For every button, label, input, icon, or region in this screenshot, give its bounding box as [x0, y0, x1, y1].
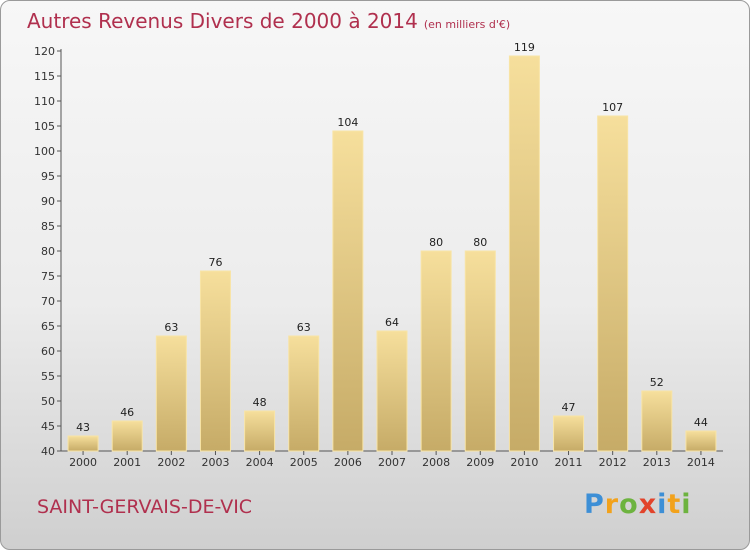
x-tick-label: 2011: [555, 456, 583, 469]
bar-value-label: 46: [120, 406, 134, 419]
x-tick-label: 2008: [422, 456, 450, 469]
bar: [464, 250, 496, 452]
bar-value-label: 48: [253, 396, 267, 409]
y-tick-label: 40: [41, 445, 55, 458]
bar-value-label: 104: [337, 116, 358, 129]
y-tick-label: 100: [34, 145, 55, 158]
x-tick-label: 2001: [113, 456, 141, 469]
bar-value-label: 80: [429, 236, 443, 249]
x-tick-label: 2005: [290, 456, 318, 469]
bar: [597, 115, 629, 452]
bar: [111, 420, 143, 452]
chart-title: Autres Revenus Divers de 2000 à 2014 (en …: [27, 9, 510, 33]
bar: [332, 130, 364, 452]
x-tick-label: 2004: [246, 456, 274, 469]
y-tick-label: 70: [41, 295, 55, 308]
x-tick-label: 2003: [201, 456, 229, 469]
chart-title-text: Autres Revenus Divers de 2000 à 2014: [27, 9, 418, 33]
y-tick-label: 105: [34, 120, 55, 133]
y-tick-label: 80: [41, 245, 55, 258]
x-tick-label: 2014: [687, 456, 715, 469]
bar-value-label: 107: [602, 101, 623, 114]
logo-letter: i: [657, 489, 668, 520]
y-tick-label: 85: [41, 220, 55, 233]
bar: [420, 250, 452, 452]
logo-letter: t: [667, 489, 682, 520]
bar-value-label: 52: [650, 376, 664, 389]
bar: [641, 390, 673, 452]
logo-letter: o: [619, 489, 639, 520]
bar-value-label: 76: [208, 256, 222, 269]
chart-subtitle: (en milliers d'€): [423, 18, 511, 31]
bar: [199, 270, 231, 452]
y-tick-label: 115: [34, 70, 55, 83]
bar: [685, 430, 717, 452]
logo-letter: P: [584, 489, 605, 520]
y-tick-label: 90: [41, 195, 55, 208]
bar-value-label: 63: [297, 321, 311, 334]
x-tick-label: 2013: [643, 456, 671, 469]
bar-value-label: 44: [694, 416, 708, 429]
bar: [553, 415, 585, 452]
x-tick-label: 2009: [466, 456, 494, 469]
location-label: SAINT-GERVAIS-DE-VIC: [37, 496, 253, 518]
bar: [67, 435, 99, 452]
bar-value-label: 63: [164, 321, 178, 334]
x-tick-label: 2012: [599, 456, 627, 469]
x-tick-label: 2010: [510, 456, 538, 469]
x-tick-label: 2006: [334, 456, 362, 469]
bar: [244, 410, 276, 452]
y-tick-label: 60: [41, 345, 55, 358]
logo-letter: x: [638, 489, 658, 520]
logo-letter: r: [604, 489, 620, 520]
bar: [155, 335, 187, 452]
y-tick-label: 45: [41, 420, 55, 433]
bar-value-label: 80: [473, 236, 487, 249]
y-tick-label: 55: [41, 370, 55, 383]
bar: [508, 55, 540, 452]
bar-value-label: 119: [514, 41, 535, 54]
bar-value-label: 47: [562, 401, 576, 414]
bar-value-label: 43: [76, 421, 90, 434]
y-tick-label: 95: [41, 170, 55, 183]
y-tick-label: 50: [41, 395, 55, 408]
bar: [288, 335, 320, 452]
x-tick-label: 2007: [378, 456, 406, 469]
logo-letter: i: [681, 489, 692, 520]
y-tick-label: 120: [34, 45, 55, 58]
y-tick-label: 65: [41, 320, 55, 333]
y-tick-label: 110: [34, 95, 55, 108]
y-tick-label: 75: [41, 270, 55, 283]
x-tick-label: 2000: [69, 456, 97, 469]
x-tick-label: 2002: [157, 456, 185, 469]
bar-value-label: 64: [385, 316, 399, 329]
proxiti-logo: Proxiti: [584, 489, 692, 520]
bar: [376, 330, 408, 452]
